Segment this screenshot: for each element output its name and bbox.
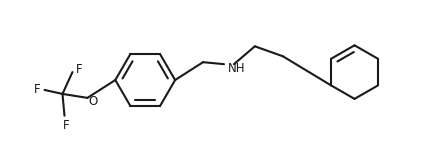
Text: F: F <box>63 119 70 132</box>
Text: F: F <box>34 84 41 97</box>
Text: NH: NH <box>227 62 245 75</box>
Text: O: O <box>88 95 98 108</box>
Text: F: F <box>76 63 83 76</box>
